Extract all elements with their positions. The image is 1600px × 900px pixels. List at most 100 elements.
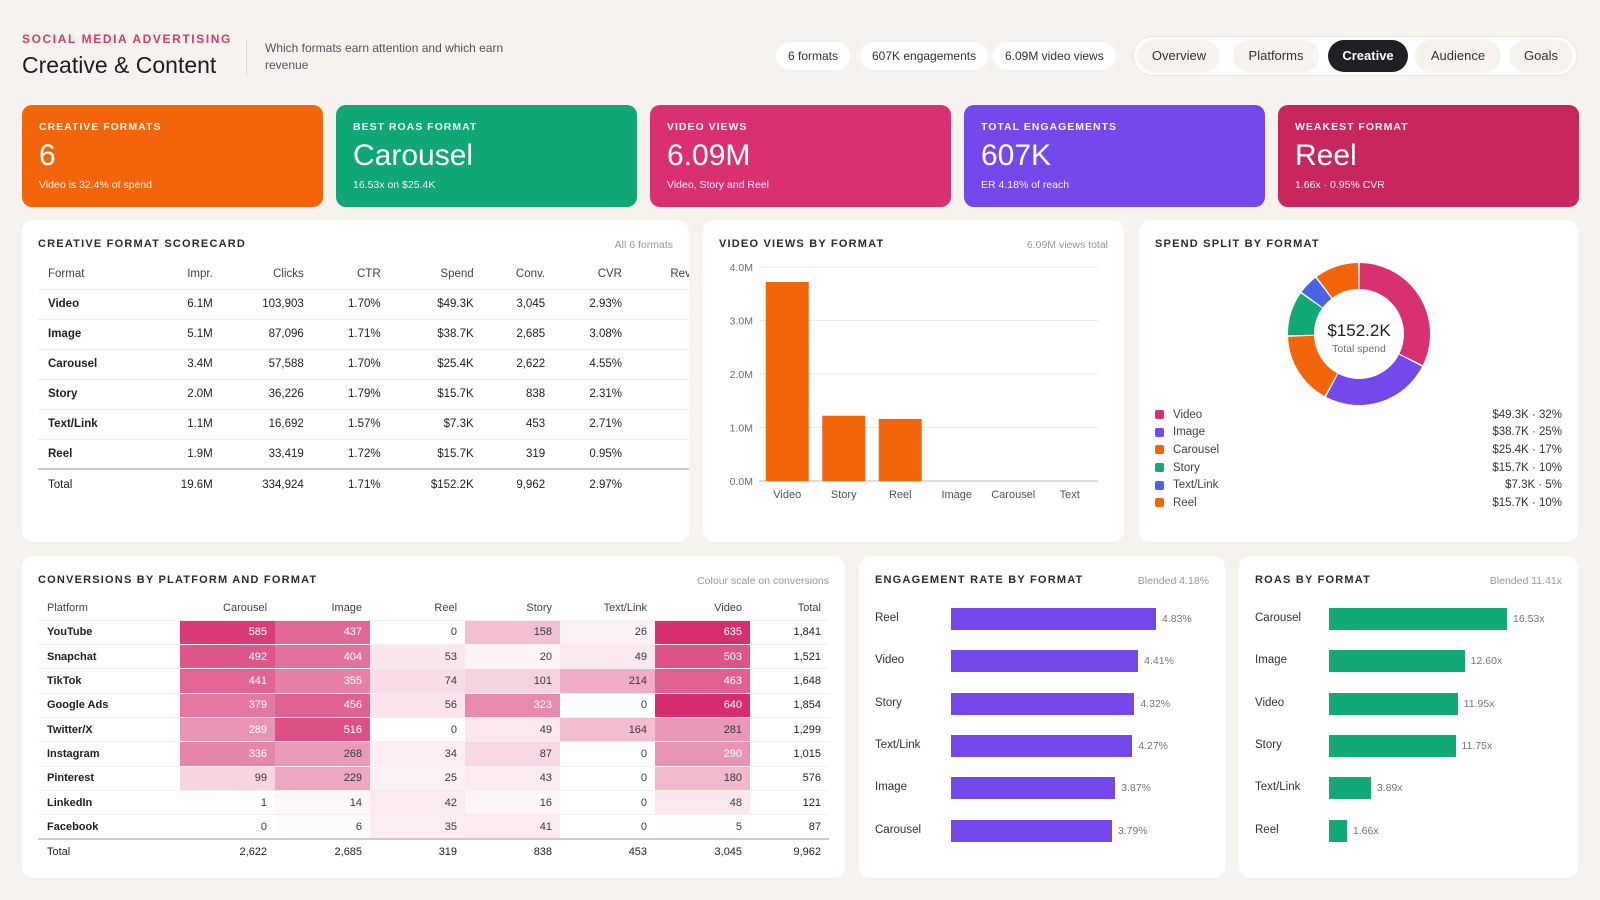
legend-swatch bbox=[1155, 427, 1164, 437]
table-cell: 103,903 bbox=[220, 288, 312, 319]
table-cell: 2.31% bbox=[553, 378, 630, 409]
total-cell: 19.6M bbox=[144, 468, 221, 499]
tab-goals[interactable]: Goals bbox=[1509, 40, 1573, 72]
column-header: Platform bbox=[47, 601, 88, 614]
bar-video bbox=[951, 650, 1139, 673]
heat-cell: 53 bbox=[370, 644, 466, 669]
table-cell: $15.7K bbox=[388, 378, 482, 409]
heat-cell: 43 bbox=[465, 765, 561, 791]
bar-video bbox=[1329, 692, 1458, 715]
bar-label: Story bbox=[1255, 738, 1282, 751]
bar-value-label: 3.79% bbox=[1117, 824, 1148, 837]
donut-slice-story bbox=[1288, 293, 1323, 336]
heat-cell: 16 bbox=[465, 789, 561, 815]
heat-cell: 0 bbox=[560, 741, 656, 767]
heat-cell: 41 bbox=[465, 814, 561, 839]
legend-label: Image bbox=[1173, 426, 1205, 439]
table-cell: $38.7K bbox=[388, 318, 482, 349]
table-cell: 319 bbox=[481, 438, 554, 469]
tab-audience[interactable]: Audience bbox=[1415, 40, 1501, 72]
legend-label: Story bbox=[1173, 461, 1200, 474]
total-cell: 9,962 bbox=[750, 837, 829, 864]
heat-cell: 1 bbox=[180, 789, 276, 815]
heat-cell: 87 bbox=[465, 741, 561, 767]
bar-story bbox=[951, 692, 1135, 715]
row-total-cell: 1,299 bbox=[750, 716, 829, 742]
column-header: Total bbox=[797, 601, 821, 614]
kpi-value: Reel bbox=[1295, 139, 1357, 172]
table-cell: Text/Link bbox=[38, 408, 145, 439]
y-tick-label: 3.0M bbox=[730, 316, 753, 328]
conversions-heatmap: Platform Carousel Image Reel Story Text/Link V… bbox=[38, 596, 829, 864]
bar-image bbox=[951, 777, 1116, 800]
table-row: Twitter/X 289 516 0 49 164 281 1,299 bbox=[38, 716, 829, 742]
bar-label: Video bbox=[1255, 696, 1285, 709]
platform-cell: Facebook bbox=[38, 814, 181, 839]
legend-value: $15.7K · 10% bbox=[1492, 496, 1562, 509]
header-divider bbox=[246, 40, 247, 76]
video-views-title: VIDEO VIEWS BY FORMAT bbox=[719, 238, 885, 250]
heat-cell: 214 bbox=[560, 668, 656, 694]
heat-cell: 42 bbox=[370, 789, 466, 815]
bar-carousel bbox=[951, 819, 1112, 842]
bar-value-label: 11.95x bbox=[1463, 697, 1495, 710]
tab-platforms[interactable]: Platforms bbox=[1233, 40, 1319, 72]
heat-cell: 336 bbox=[180, 741, 276, 767]
platform-cell: YouTube bbox=[38, 619, 181, 645]
table-cell: 0.95% bbox=[553, 438, 630, 469]
conversions-card: CONVERSIONS BY PLATFORM AND FORMAT Colou… bbox=[22, 556, 845, 878]
bar-reel bbox=[951, 608, 1156, 630]
spend-donut-chart bbox=[1288, 263, 1430, 405]
column-header: Spend bbox=[440, 268, 474, 281]
x-tick-label: Carousel bbox=[991, 489, 1035, 501]
table-row: Instagram 336 268 34 87 0 290 1,015 bbox=[38, 741, 829, 767]
roas-title: ROAS BY FORMAT bbox=[1255, 574, 1372, 586]
row-total-cell: 1,521 bbox=[750, 644, 829, 669]
bar-value-label: 1.66x bbox=[1352, 824, 1379, 837]
column-header: Image bbox=[331, 601, 363, 614]
bar-value-label: 4.41% bbox=[1144, 655, 1174, 668]
tab-overview[interactable]: Overview bbox=[1138, 40, 1220, 72]
table-cell: Reel bbox=[38, 438, 145, 469]
kpi-sub: 1.66x · 0.95% CVR bbox=[1295, 179, 1385, 191]
row-total-cell: 1,648 bbox=[750, 668, 829, 694]
bar-reel bbox=[1329, 819, 1347, 842]
spend-split-title: SPEND SPLIT BY FORMAT bbox=[1155, 238, 1320, 250]
heat-cell: 516 bbox=[275, 716, 371, 742]
bar-video bbox=[765, 281, 809, 481]
bar-label: Reel bbox=[875, 612, 899, 624]
donut-slice-carousel bbox=[1288, 335, 1338, 397]
roas-chart: Carousel 16.53x Image 12.60x Video 11.95x Stor… bbox=[1239, 596, 1578, 878]
table-row: TikTok 441 355 74 101 214 463 1,648 bbox=[38, 668, 829, 694]
total-cell: 2,622 bbox=[180, 837, 276, 864]
video-views-chart: 0.0M 1.0M 2.0M 3.0M 4.0M Video Story Reel Image C… bbox=[730, 262, 1098, 501]
kpi-value: 6 bbox=[39, 139, 56, 172]
table-cell: 3.08% bbox=[553, 318, 630, 349]
x-tick-label: Reel bbox=[889, 489, 912, 501]
heat-cell: 379 bbox=[180, 692, 276, 718]
platform-cell: Twitter/X bbox=[38, 716, 181, 742]
bar-label: Story bbox=[875, 696, 902, 709]
total-cell: 3,045 bbox=[655, 837, 751, 864]
table-row: YouTube 585 437 0 158 26 635 1,841 bbox=[38, 619, 829, 645]
table-cell: 1.70% bbox=[311, 288, 389, 319]
total-cell: $152.2K bbox=[388, 468, 482, 499]
table-cell: Story bbox=[38, 378, 145, 409]
donut-center-label: Total spend bbox=[1332, 343, 1386, 355]
total-cell: 1.71% bbox=[311, 468, 389, 499]
heat-cell: 404 bbox=[275, 644, 371, 669]
column-header: Impr. bbox=[187, 268, 213, 281]
tab-creative[interactable]: Creative bbox=[1328, 40, 1408, 72]
table-row: Carousel3.4M57,5881.70%$25.4K2,6224.55%$… bbox=[38, 348, 689, 379]
bar-label: Text/Link bbox=[875, 738, 921, 751]
table-row: Google Ads 379 456 56 323 0 640 1,854 bbox=[38, 692, 829, 718]
heat-cell: 0 bbox=[370, 619, 466, 645]
total-cell: 2.97% bbox=[553, 468, 630, 499]
legend-label: Reel bbox=[1173, 496, 1197, 509]
table-cell: 33,419 bbox=[220, 438, 312, 469]
legend-swatch bbox=[1155, 410, 1164, 420]
table-cell: 2,622 bbox=[481, 348, 554, 379]
table-cell: $: bbox=[629, 408, 689, 439]
legend-value: $15.7K · 10% bbox=[1492, 461, 1562, 474]
